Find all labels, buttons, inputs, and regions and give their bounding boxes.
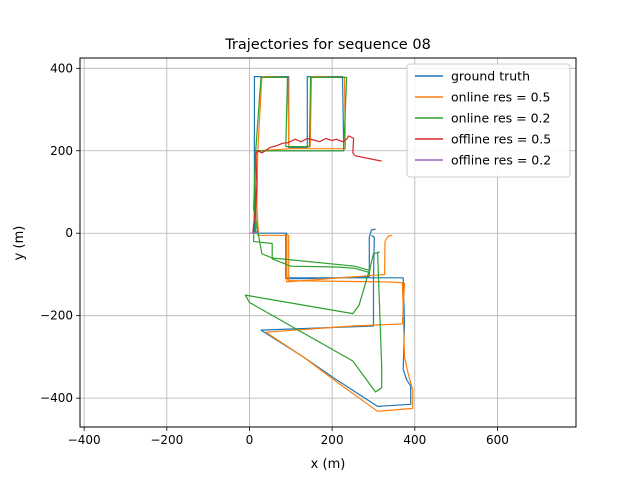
- y-axis-label: y (m): [12, 226, 27, 261]
- x-tick-label: 600: [486, 433, 509, 447]
- legend-box: [406, 63, 571, 178]
- series-lines: [244, 75, 414, 412]
- legend: ground truth online res = 0.5 online res =…: [406, 63, 571, 178]
- series-line-online-res-0-5: [256, 75, 414, 412]
- x-tick-label: 0: [246, 433, 254, 447]
- legend-entry: offline res = 0.2: [451, 153, 551, 168]
- y-tick-label: 200: [50, 144, 73, 158]
- y-tick-label: 0: [65, 226, 73, 240]
- legend-entry: online res = 0.5: [451, 90, 550, 105]
- x-axis-label: x (m): [311, 457, 346, 472]
- series-line-offline-res-0-5: [252, 135, 382, 234]
- series-line-offline-res-0-2: [249, 230, 259, 234]
- chart-title: Trajectories for sequence 08: [224, 37, 431, 53]
- x-tick-label: −400: [68, 433, 101, 447]
- series-line-online-res-0-2: [244, 76, 383, 393]
- x-tick-label: 200: [321, 433, 344, 447]
- x-tick-label: −200: [150, 433, 183, 447]
- legend-entry: offline res = 0.5: [451, 132, 551, 147]
- axis-ticks: −400 −200 0 200 400 600 −400 −200 0 200 400: [40, 61, 509, 447]
- y-tick-label: −200: [40, 309, 73, 323]
- legend-entry: online res = 0.2: [451, 111, 550, 126]
- plot-frame: [79, 57, 577, 428]
- x-tick-label: 400: [403, 433, 426, 447]
- y-tick-label: 400: [50, 61, 73, 75]
- legend-entry: ground truth: [451, 69, 530, 84]
- y-tick-label: −400: [40, 391, 73, 405]
- series-line-ground-truth: [253, 75, 412, 407]
